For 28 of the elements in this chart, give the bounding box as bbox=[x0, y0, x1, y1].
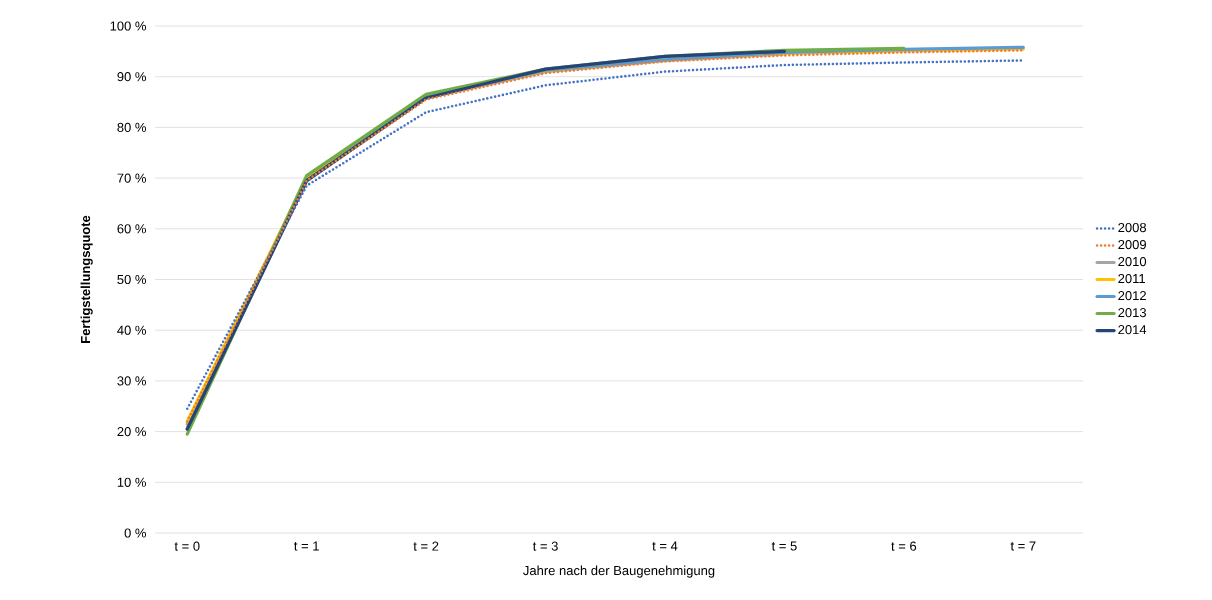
y-axis-title: Fertigstellungsquote bbox=[80, 215, 93, 343]
y-tick-label: 0 % bbox=[124, 528, 146, 538]
x-tick-label: t = 6 bbox=[891, 541, 917, 551]
y-tick-label: 40 % bbox=[117, 325, 146, 335]
x-tick-label: t = 0 bbox=[174, 541, 200, 551]
y-tick-label: 100 % bbox=[110, 21, 146, 31]
y-tick-label: 50 % bbox=[117, 274, 146, 285]
legend-label: 2011 bbox=[1118, 273, 1145, 284]
x-tick-label: t = 7 bbox=[1010, 541, 1036, 551]
y-tick-label: 70 % bbox=[117, 173, 146, 183]
x-tick-label: t = 2 bbox=[413, 541, 439, 551]
legend-label: 2014 bbox=[1118, 325, 1147, 335]
x-tick-label: t = 3 bbox=[532, 541, 558, 551]
y-tick-label: 80 % bbox=[117, 122, 146, 132]
y-tick-label: 20 % bbox=[117, 426, 146, 437]
legend-label: 2008 bbox=[1118, 222, 1147, 233]
y-tick-label: 90 % bbox=[117, 72, 146, 82]
legend-label: 2010 bbox=[1118, 256, 1147, 267]
y-tick-label: 30 % bbox=[117, 376, 146, 386]
y-tick-label: 60 % bbox=[117, 224, 146, 234]
x-axis-title: Jahre nach der Baugenehmigung bbox=[523, 565, 715, 578]
legend-label: 2009 bbox=[1118, 239, 1146, 250]
x-tick-label: t = 1 bbox=[294, 541, 319, 551]
legend-label: 2013 bbox=[1118, 308, 1147, 318]
legend-label: 2012 bbox=[1118, 290, 1146, 301]
y-tick-label: 10 % bbox=[117, 477, 146, 487]
x-tick-label: t = 4 bbox=[652, 541, 678, 551]
x-tick-label: t = 5 bbox=[771, 541, 797, 551]
